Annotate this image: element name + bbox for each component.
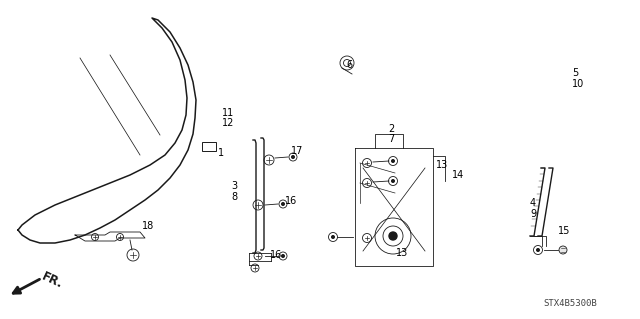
Text: 2: 2 xyxy=(388,124,394,134)
Text: 12: 12 xyxy=(222,118,234,128)
Text: 14: 14 xyxy=(452,170,464,180)
Text: 13: 13 xyxy=(396,248,408,258)
Circle shape xyxy=(292,156,294,158)
Text: 13: 13 xyxy=(436,160,448,170)
Text: 15: 15 xyxy=(558,226,570,236)
Text: STX4B5300B: STX4B5300B xyxy=(543,299,597,308)
Circle shape xyxy=(332,236,334,238)
Text: 18: 18 xyxy=(142,221,154,231)
Circle shape xyxy=(392,160,394,162)
Text: 9: 9 xyxy=(530,209,536,219)
Circle shape xyxy=(392,180,394,182)
Circle shape xyxy=(559,246,567,254)
Text: 16: 16 xyxy=(285,196,297,206)
Circle shape xyxy=(537,249,540,251)
Circle shape xyxy=(282,255,284,257)
Text: FR.: FR. xyxy=(40,270,65,291)
Text: 16: 16 xyxy=(270,250,282,260)
Circle shape xyxy=(389,232,397,240)
Text: 6: 6 xyxy=(346,60,352,70)
Text: 7: 7 xyxy=(388,134,394,144)
Circle shape xyxy=(282,203,284,205)
Text: 4: 4 xyxy=(530,198,536,208)
Text: 3: 3 xyxy=(231,181,237,191)
Text: 11: 11 xyxy=(222,108,234,118)
Text: 8: 8 xyxy=(231,192,237,202)
Text: 1: 1 xyxy=(218,148,224,158)
Text: 5: 5 xyxy=(572,68,579,78)
Text: 17: 17 xyxy=(291,146,303,156)
Text: 10: 10 xyxy=(572,79,584,89)
